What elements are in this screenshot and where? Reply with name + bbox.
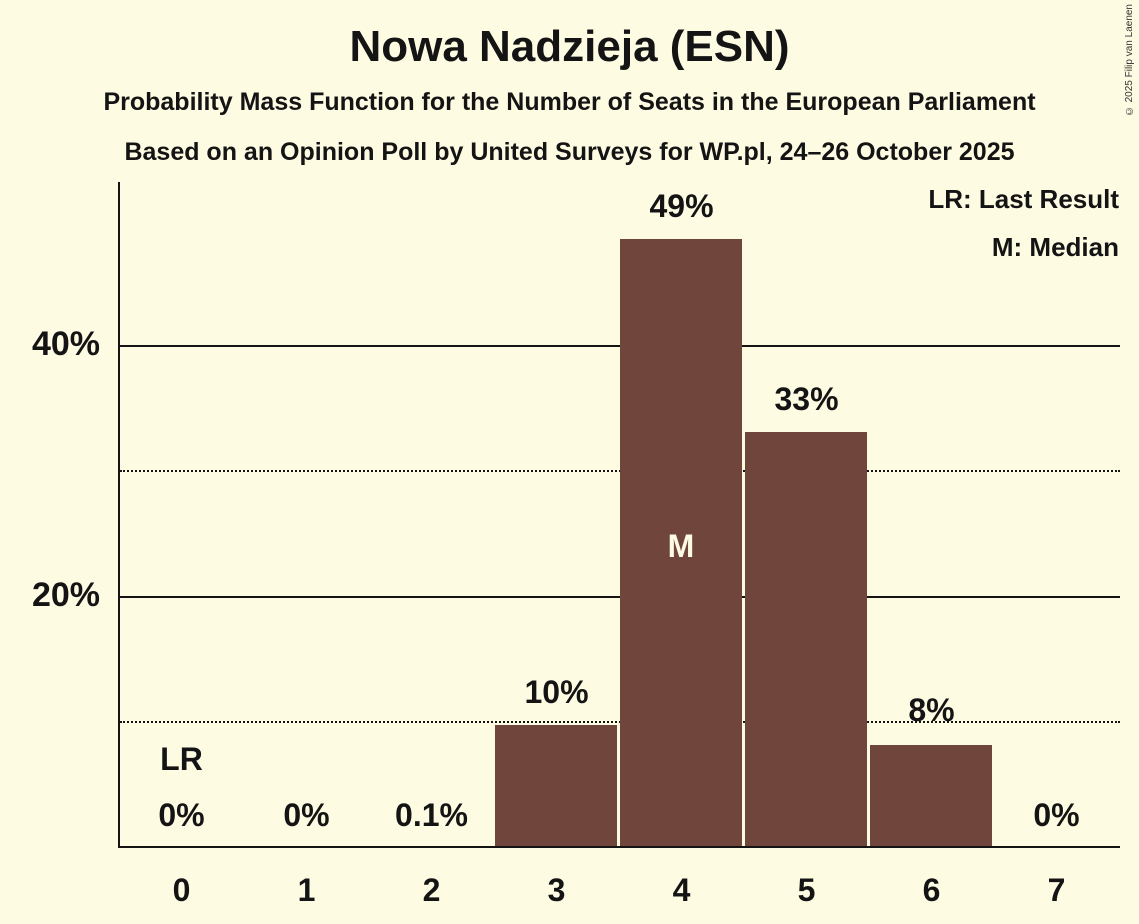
- bar-label-5: 33%: [774, 381, 839, 417]
- xtick-5: 5: [797, 872, 816, 908]
- bar-5: [745, 432, 867, 847]
- bar-label-0: 0%: [158, 797, 205, 833]
- legend-last-result: LR: Last Result: [928, 184, 1119, 214]
- xtick-0: 0: [172, 872, 191, 908]
- xtick-1: 1: [297, 872, 316, 908]
- xtick-3: 3: [547, 872, 566, 908]
- legend-median: M: Median: [991, 232, 1119, 262]
- chart-subtitle: Probability Mass Function for the Number…: [103, 88, 1036, 116]
- xtick-4: 4: [672, 872, 691, 908]
- bar-label-3: 10%: [524, 674, 589, 710]
- x-axis: [118, 846, 1120, 848]
- y-axis: [118, 182, 120, 848]
- bar-label-6: 8%: [908, 692, 955, 728]
- ytick-20: 20%: [31, 576, 100, 614]
- median-marker: M: [667, 528, 695, 564]
- copyright: © 2025 Filip van Laenen: [1124, 4, 1135, 117]
- xtick-7: 7: [1047, 872, 1066, 908]
- xtick-2: 2: [422, 872, 441, 908]
- bar-6: [870, 745, 992, 847]
- bar-label-2: 0.1%: [395, 797, 468, 833]
- xtick-6: 6: [922, 872, 941, 908]
- last-result-marker: LR: [160, 741, 203, 777]
- bar-label-4: 49%: [649, 188, 714, 224]
- ytick-40: 40%: [31, 325, 100, 363]
- bar-4: [620, 239, 742, 847]
- chart-source: Based on an Opinion Poll by United Surve…: [124, 138, 1015, 166]
- chart-title: Nowa Nadzieja (ESN): [349, 22, 790, 71]
- bar-3: [495, 725, 617, 847]
- bar-label-7: 0%: [1033, 797, 1080, 833]
- bar-label-1: 0%: [283, 797, 330, 833]
